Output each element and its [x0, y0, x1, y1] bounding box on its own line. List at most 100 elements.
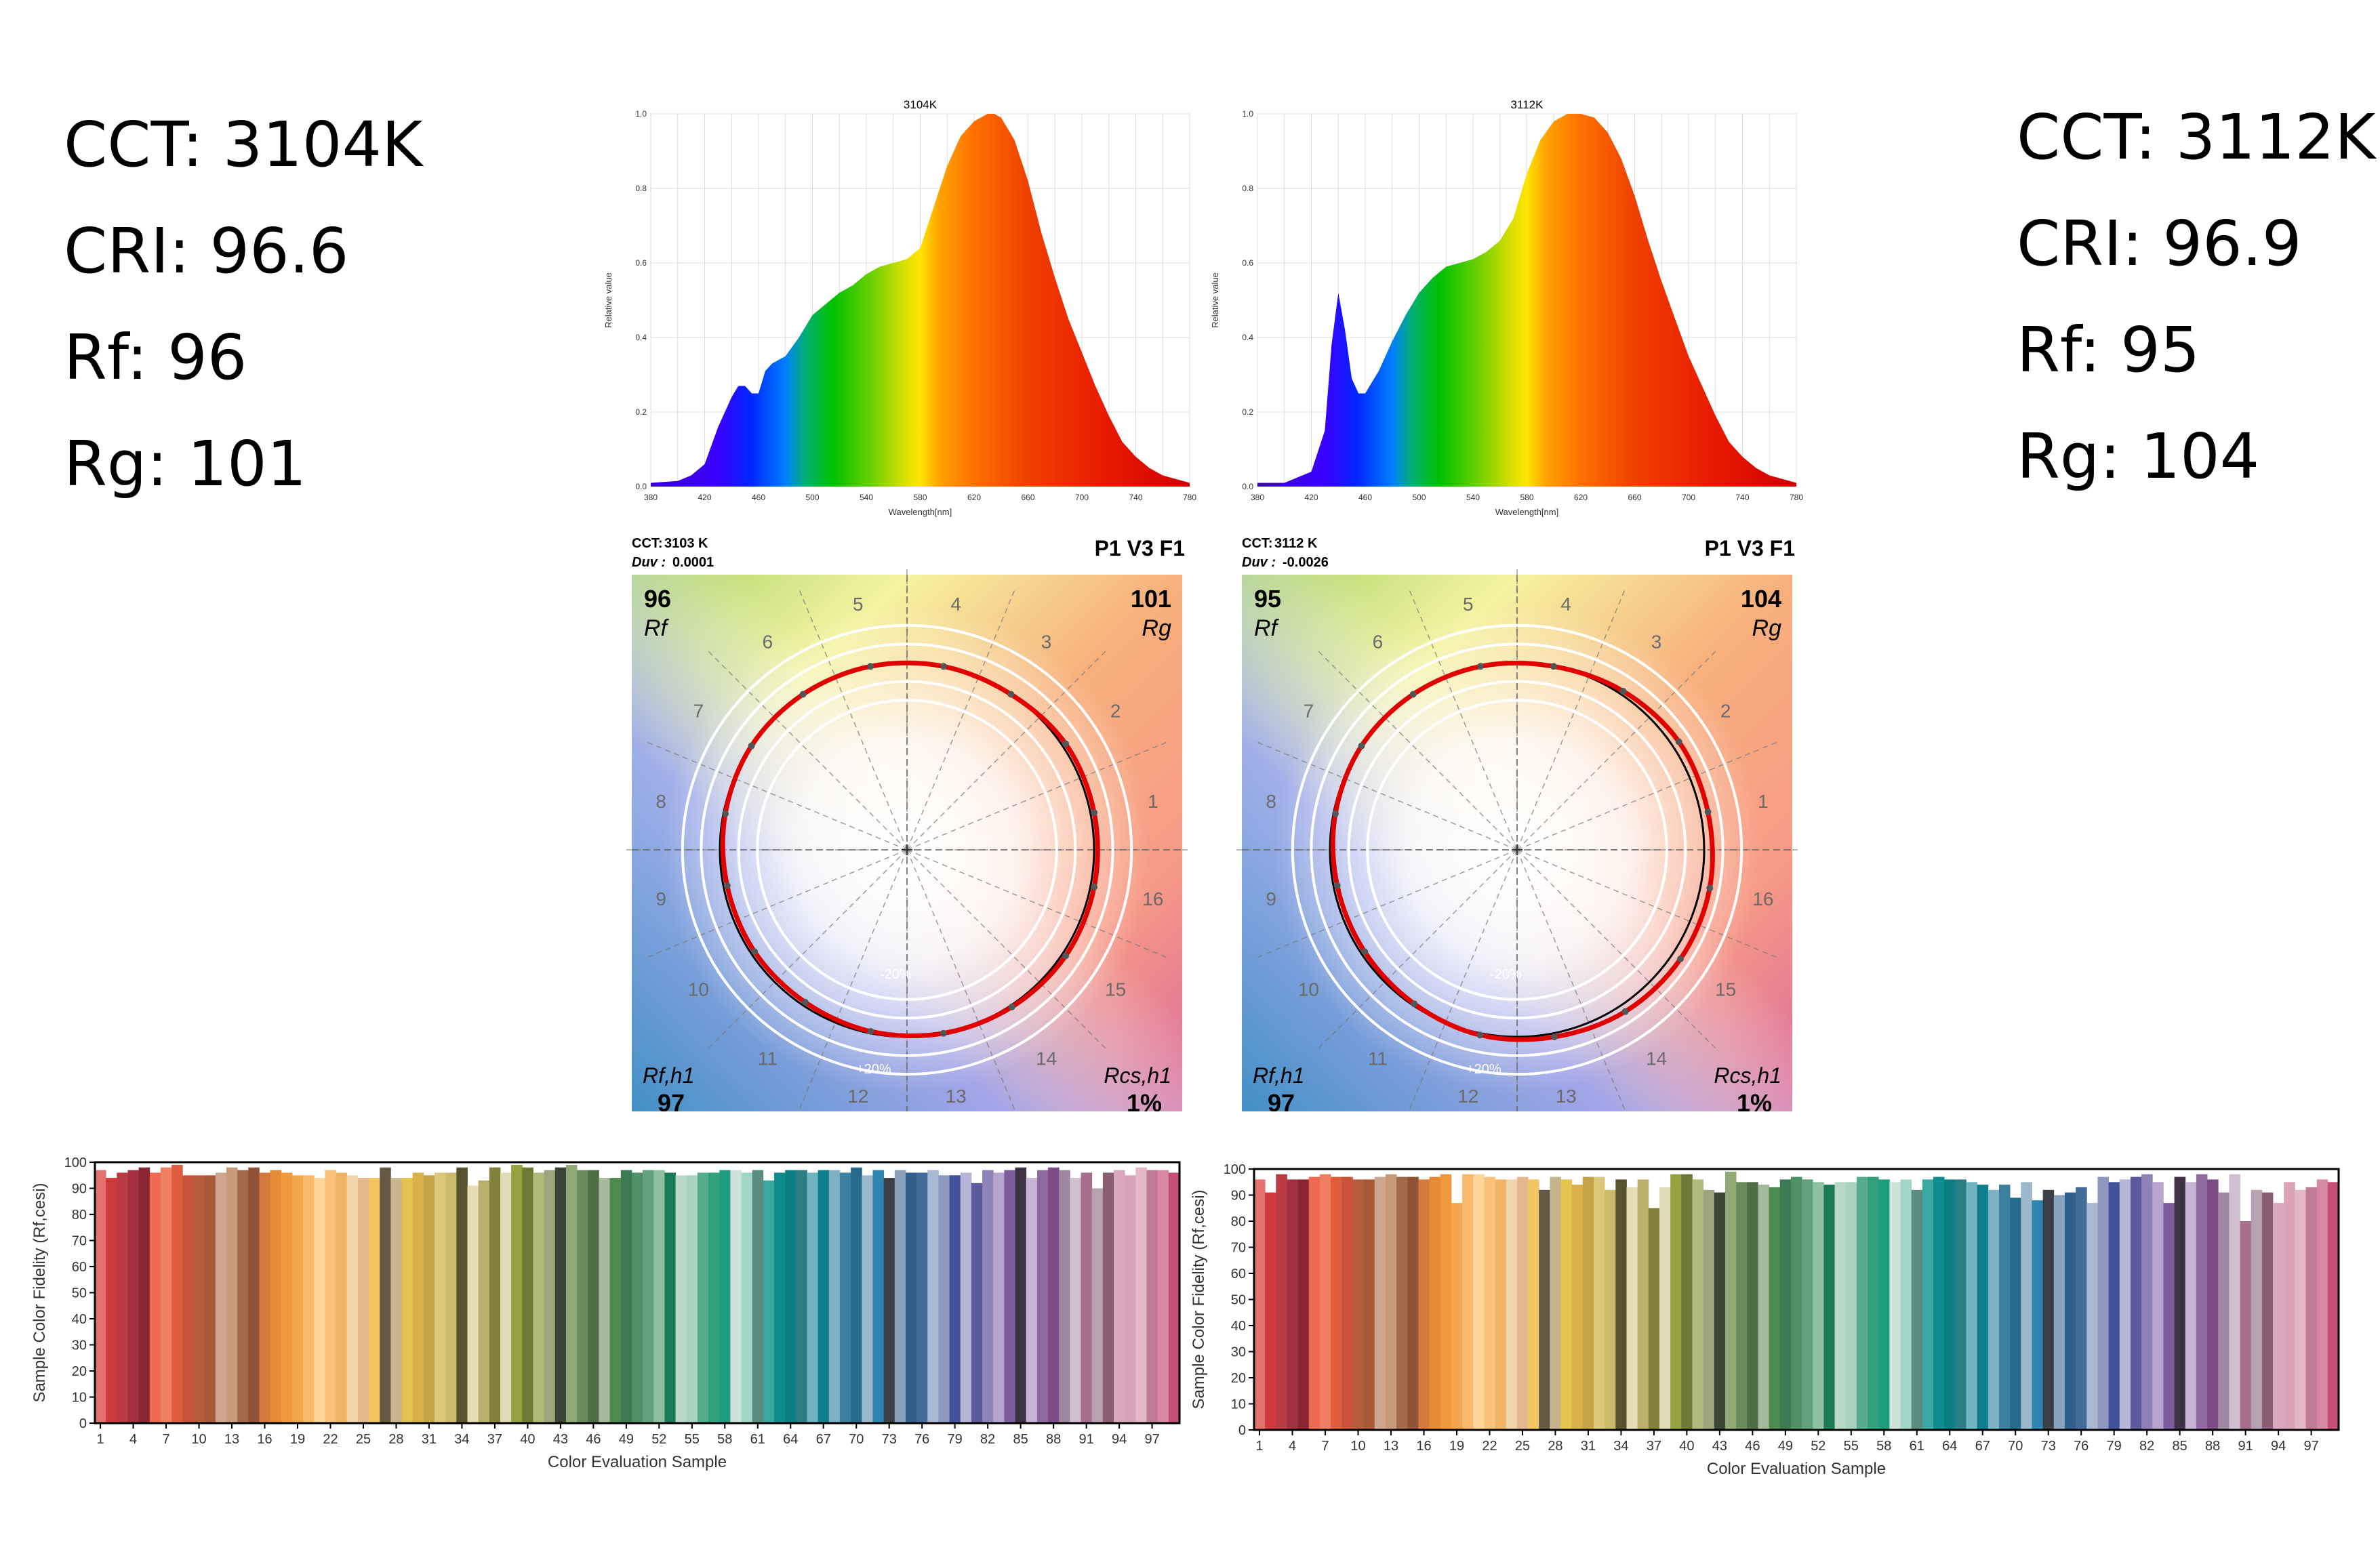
fidelity-bar [1681, 1174, 1693, 1430]
x-tick-label: 22 [1482, 1439, 1497, 1454]
fidelity-bar [851, 1167, 862, 1423]
fidelity-bar [106, 1178, 117, 1423]
y-tick-label: 30 [72, 1338, 87, 1353]
y-tick-label: 80 [1231, 1214, 1246, 1229]
fidelity-bar [763, 1180, 775, 1423]
x-tick-label: 620 [967, 493, 981, 502]
fidelity-bar [412, 1172, 424, 1423]
fidelity-bar [2196, 1174, 2208, 1430]
x-axis-label: Color Evaluation Sample [1707, 1460, 1886, 1478]
fidelity-bar [456, 1167, 468, 1423]
fidelity-bar [2229, 1174, 2240, 1430]
vector-point [867, 663, 874, 670]
x-tick-label: 82 [2139, 1439, 2154, 1454]
reference-ring [700, 642, 1114, 1057]
x-tick-label: 64 [1942, 1439, 1957, 1454]
rcs-h1-label: Rcs,h1 [1714, 1063, 1781, 1088]
x-tick-label: 76 [2074, 1439, 2089, 1454]
hue-bin-label: 9 [1266, 888, 1276, 909]
fidelity-bar [554, 1167, 567, 1423]
fidelity-chart-right: 0 10 20 30 40 50 60 70 80 90 100 1 4 7 10 13 16 19 22 25 28 3… [1190, 1162, 2340, 1478]
vector-point [751, 948, 759, 956]
vector-point [1619, 687, 1627, 695]
summary-right: CCT: 3112K CRI: 96.9 Rf: 95 Rg: 104 [2017, 84, 2375, 510]
vector-point [1007, 691, 1015, 698]
hue-bin-label: 11 [758, 1048, 778, 1069]
fidelity-bar [883, 1178, 895, 1423]
y-tick-label: 100 [64, 1155, 87, 1170]
vector-point [1332, 810, 1339, 817]
y-tick-label: 90 [1231, 1189, 1246, 1204]
fidelity-bar [631, 1172, 643, 1423]
x-tick-label: 91 [1079, 1432, 1094, 1447]
fidelity-bar [1048, 1167, 1060, 1423]
fidelity-bar [2097, 1176, 2109, 1430]
fidelity-bar [2185, 1182, 2197, 1431]
x-tick-label: 31 [1581, 1439, 1596, 1454]
method-code: P1 V3 F1 [1705, 536, 1795, 560]
fidelity-bar [960, 1172, 972, 1423]
duv-label: Duv : [1242, 555, 1276, 570]
fidelity-bar [1659, 1187, 1671, 1430]
x-tick-label: 94 [2271, 1439, 2286, 1454]
fidelity-bar [1813, 1182, 1824, 1431]
fidelity-bar [1692, 1179, 1704, 1430]
fidelity-bar [1539, 1189, 1550, 1430]
rf-label: Rf [644, 615, 670, 641]
vector-point [940, 1029, 947, 1037]
y-tick-label: 40 [1231, 1319, 1246, 1334]
vector-point [1409, 691, 1417, 698]
fidelity-bar [149, 1172, 161, 1423]
x-tick-label: 85 [2173, 1439, 2187, 1454]
rcs-h1-value: 1% [1127, 1089, 1162, 1111]
fidelity-bar [138, 1167, 150, 1423]
y-tick-label: 90 [72, 1182, 87, 1197]
rf-value: 95 [1254, 585, 1281, 613]
rf-value: 96 [644, 585, 671, 613]
duv-value: 0.0001 [672, 555, 714, 570]
hue-bin-label: 12 [847, 1086, 868, 1107]
fidelity-bar [346, 1175, 359, 1424]
fidelity-bar [1254, 1179, 1266, 1430]
vector-point [748, 742, 755, 750]
fidelity-bar [1605, 1189, 1616, 1430]
vector-point [1676, 956, 1684, 963]
fidelity-bar [1484, 1176, 1495, 1430]
vector-point [1675, 738, 1682, 745]
fidelity-bar [774, 1172, 786, 1423]
fidelity-bar [2284, 1182, 2295, 1431]
fidelity-bar [653, 1170, 665, 1423]
fidelity-bar [423, 1175, 435, 1424]
hue-bin-divider [705, 849, 908, 1052]
fidelity-bar [182, 1175, 194, 1424]
fidelity-bar [2032, 1200, 2044, 1430]
rg-label: Rg [1752, 615, 1782, 641]
x-tick-label: 52 [1811, 1439, 1826, 1454]
x-tick-label: 61 [750, 1432, 765, 1447]
fidelity-bar [927, 1170, 939, 1423]
rf-h1-label: Rf,h1 [1253, 1063, 1304, 1088]
fidelity-bar [1070, 1178, 1081, 1423]
fidelity-bar [1004, 1170, 1015, 1423]
fidelity-bar [2152, 1182, 2164, 1431]
x-tick-label: 85 [1013, 1432, 1028, 1447]
fidelity-bar [1265, 1192, 1276, 1430]
fidelity-bar [1823, 1185, 1835, 1430]
fidelity-bar [1582, 1176, 1594, 1430]
x-tick-label: 13 [224, 1432, 239, 1447]
fidelity-bar [2316, 1179, 2328, 1430]
fidelity-bar [1026, 1178, 1038, 1423]
y-tick-label: 0.6 [1242, 258, 1253, 268]
y-tick-label: 0 [79, 1416, 87, 1431]
fidelity-bar [467, 1185, 479, 1423]
fidelity-bar [1451, 1203, 1463, 1430]
fidelity-bar [1440, 1174, 1452, 1430]
fidelity-bar [839, 1172, 851, 1423]
x-tick-label: 88 [2205, 1439, 2220, 1454]
hue-bin-label: 4 [1560, 594, 1571, 615]
vector-point [1361, 948, 1369, 956]
fidelity-bar [2163, 1203, 2175, 1430]
hue-bin-label: 5 [1463, 594, 1474, 615]
fidelity-bar [796, 1170, 807, 1423]
